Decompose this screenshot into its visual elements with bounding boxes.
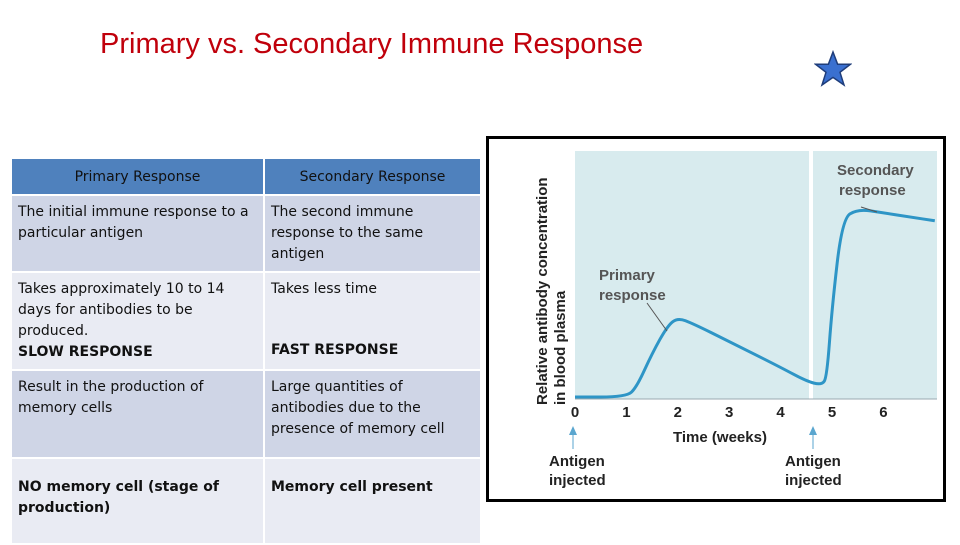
star-icon bbox=[814, 50, 852, 87]
cell-primary: NO memory cell (stage of production) bbox=[10, 457, 265, 545]
secondary-response-label-2: response bbox=[839, 182, 906, 199]
plot-background-left bbox=[575, 151, 809, 399]
antigen-arrow-1 bbox=[569, 426, 577, 449]
y-axis-label-line2: in blood plasma bbox=[552, 290, 569, 405]
antibody-curve bbox=[574, 208, 936, 399]
x-tick-label: 6 bbox=[879, 404, 887, 421]
cell-primary: Result in the production of memory cells bbox=[10, 369, 265, 459]
table-row: Result in the production of memory cells… bbox=[10, 369, 482, 459]
y-axis-label-line1: Relative antibody concentration bbox=[534, 177, 551, 405]
cell-secondary-text: Takes less time bbox=[271, 281, 377, 297]
table-row: The initial immune response to a particu… bbox=[10, 194, 482, 273]
antigen-label-2a: Antigen bbox=[785, 453, 841, 470]
fast-response-label: FAST RESPONSE bbox=[271, 342, 399, 358]
primary-response-label-1: Primary bbox=[599, 267, 656, 284]
antigen-arrow-2 bbox=[809, 426, 817, 449]
antibody-graph: Relative antibody concentration in blood… bbox=[486, 136, 946, 502]
page-title: Primary vs. Secondary Immune Response bbox=[100, 28, 644, 60]
cell-primary-text: Takes approximately 10 to 14 days for an… bbox=[18, 281, 225, 339]
x-tick-label: 0 bbox=[571, 404, 579, 421]
antigen-label-1a: Antigen bbox=[549, 453, 605, 470]
secondary-callout-line bbox=[860, 206, 878, 213]
antigen-label-1b: injected bbox=[549, 472, 606, 489]
comparison-table: Primary Response Secondary Response The … bbox=[10, 157, 482, 545]
x-axis-label: Time (weeks) bbox=[673, 429, 767, 446]
cell-primary: Takes approximately 10 to 14 days for an… bbox=[10, 271, 265, 371]
header-primary: Primary Response bbox=[10, 157, 265, 196]
cell-secondary: Memory cell present bbox=[263, 457, 482, 545]
cell-secondary: Large quantities of antibodies due to th… bbox=[263, 369, 482, 459]
table-row: Takes approximately 10 to 14 days for an… bbox=[10, 271, 482, 371]
x-tick-label: 2 bbox=[674, 404, 682, 421]
secondary-response-label-1: Secondary bbox=[837, 162, 914, 179]
cell-secondary: Takes less time FAST RESPONSE bbox=[263, 271, 482, 371]
cell-primary: The initial immune response to a particu… bbox=[10, 194, 265, 273]
x-tick-label: 3 bbox=[725, 404, 733, 421]
primary-response-label-2: response bbox=[599, 287, 666, 304]
x-tick-label: 1 bbox=[622, 404, 630, 421]
slow-response-label: SLOW RESPONSE bbox=[18, 344, 153, 360]
header-secondary: Secondary Response bbox=[263, 157, 482, 196]
table-header-row: Primary Response Secondary Response bbox=[10, 157, 482, 196]
antigen-label-2b: injected bbox=[785, 472, 842, 489]
table-row: NO memory cell (stage of production) Mem… bbox=[10, 457, 482, 545]
x-tick-label: 4 bbox=[776, 404, 785, 421]
cell-secondary: The second immune response to the same a… bbox=[263, 194, 482, 273]
plot-background-right bbox=[813, 151, 937, 399]
x-tick-label: 5 bbox=[828, 404, 836, 421]
primary-callout-line bbox=[646, 302, 668, 332]
antibody-graph-svg: Relative antibody concentration in blood… bbox=[534, 151, 937, 489]
